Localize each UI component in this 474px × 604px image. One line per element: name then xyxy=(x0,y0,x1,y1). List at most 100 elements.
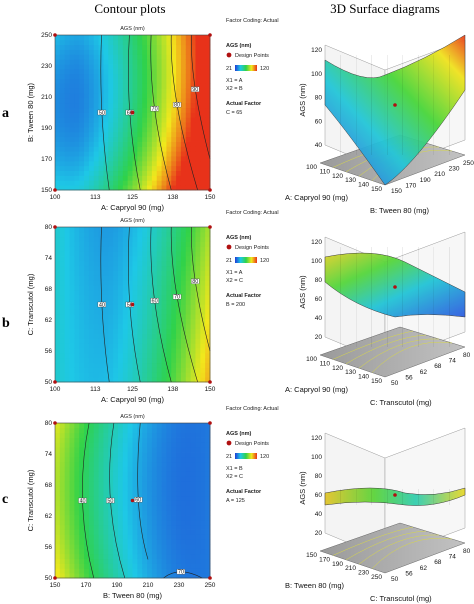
heatmap-cell xyxy=(142,294,148,301)
heatmap-cell xyxy=(79,83,85,89)
heatmap-cell xyxy=(108,68,114,75)
heatmap-cell xyxy=(156,563,162,569)
heatmap-cell xyxy=(161,447,167,453)
heatmap-cell xyxy=(166,270,172,276)
heatmap-cell xyxy=(74,573,80,579)
heatmap-cell xyxy=(205,319,211,325)
heatmap-cell xyxy=(55,485,61,492)
heatmap-cell xyxy=(103,362,109,368)
heatmap-cell xyxy=(117,367,124,373)
heatmap-cell xyxy=(161,314,167,320)
heatmap-cell xyxy=(180,131,187,138)
heatmap-cell xyxy=(113,73,119,79)
heatmap-cell xyxy=(117,573,124,579)
heatmap-cell xyxy=(195,481,201,487)
heatmap-cell xyxy=(117,122,124,128)
heatmap-cell xyxy=(161,280,167,286)
heatmap-cell xyxy=(166,131,172,138)
heatmap-cell xyxy=(132,500,138,506)
contour-label: 70 xyxy=(178,570,184,576)
heatmap-cell xyxy=(166,44,172,50)
heatmap-cell xyxy=(74,117,80,123)
heatmap-cell xyxy=(93,231,99,238)
heatmap-cell xyxy=(161,352,167,359)
heatmap-cell xyxy=(108,524,114,530)
heatmap-cell xyxy=(137,519,143,526)
heatmap-cell xyxy=(176,367,182,373)
heatmap-cell xyxy=(185,333,192,339)
heatmap-cell xyxy=(55,442,61,448)
heatmap-cell xyxy=(69,367,75,373)
heatmap-cell xyxy=(161,231,167,238)
heatmap-cell xyxy=(176,352,182,359)
heatmap-cell xyxy=(205,568,211,574)
heatmap-cell xyxy=(59,275,66,281)
heatmap-cell xyxy=(84,505,90,511)
heatmap-cell xyxy=(142,427,148,434)
heatmap-cell xyxy=(103,265,109,271)
heatmap-cell xyxy=(59,309,66,315)
heatmap-cell xyxy=(156,539,162,545)
heatmap-cell xyxy=(117,466,124,472)
heatmap-cell xyxy=(55,447,61,453)
heatmap-cell xyxy=(113,338,119,344)
heatmap-cell xyxy=(156,141,162,147)
heatmap-cell xyxy=(64,495,70,501)
heatmap-cell xyxy=(55,246,61,252)
heatmap-cell xyxy=(64,442,70,448)
z-tick-label: 20 xyxy=(315,530,323,537)
heatmap-cell xyxy=(84,338,90,344)
heatmap-cell xyxy=(127,156,133,162)
heatmap-cell xyxy=(195,452,201,458)
heatmap-cell xyxy=(195,241,201,247)
heatmap-cell xyxy=(156,280,162,286)
heatmap-cell xyxy=(59,280,66,286)
heatmap-cell xyxy=(185,107,192,113)
heatmap-cell xyxy=(176,146,182,152)
heatmap-cell xyxy=(74,553,80,560)
heatmap-cell xyxy=(176,553,182,560)
heatmap-cell xyxy=(79,231,85,238)
heatmap-cell xyxy=(117,476,124,482)
heatmap-cell xyxy=(200,49,206,55)
heatmap-cell xyxy=(132,362,138,368)
heatmap-cell xyxy=(88,495,95,501)
heatmap-cell xyxy=(88,246,95,252)
x-tick-label: 150 xyxy=(205,194,216,201)
heatmap-cell xyxy=(64,568,70,574)
heatmap-cell xyxy=(156,515,162,521)
heatmap-cell xyxy=(55,160,61,167)
heatmap-cell xyxy=(93,328,99,334)
heatmap-cell xyxy=(190,170,196,176)
heatmap-cell xyxy=(205,362,211,368)
heatmap-cell xyxy=(93,289,99,296)
heatmap-cell xyxy=(79,160,85,167)
heatmap-cell xyxy=(117,102,124,109)
heatmap-cell xyxy=(93,476,99,482)
heatmap-cell xyxy=(171,563,177,569)
heatmap-cell xyxy=(195,544,201,550)
heatmap-cell xyxy=(108,348,114,354)
heatmap-cell xyxy=(84,348,90,354)
heatmap-cell xyxy=(147,495,153,501)
heatmap-cell xyxy=(74,160,80,167)
heatmap-cell xyxy=(142,362,148,368)
design-point xyxy=(208,421,212,425)
heatmap-cell xyxy=(195,122,201,128)
heatmap-cell xyxy=(103,112,109,118)
heatmap-cell xyxy=(142,505,148,511)
heatmap-cell xyxy=(166,141,172,147)
heatmap-cell xyxy=(147,573,153,579)
heatmap-cell xyxy=(93,185,99,191)
heatmap-cell xyxy=(55,231,61,238)
heatmap-cell xyxy=(185,573,192,579)
heatmap-cell xyxy=(117,64,124,70)
heatmap-cell xyxy=(74,505,80,511)
surface-x-tick-label: 250 xyxy=(371,574,382,581)
heatmap-cell xyxy=(195,343,201,349)
heatmap-cell xyxy=(84,294,90,301)
heatmap-cell xyxy=(137,160,143,167)
heatmap-cell xyxy=(200,377,206,383)
heatmap-cell xyxy=(180,539,187,545)
heatmap-cell xyxy=(171,289,177,296)
